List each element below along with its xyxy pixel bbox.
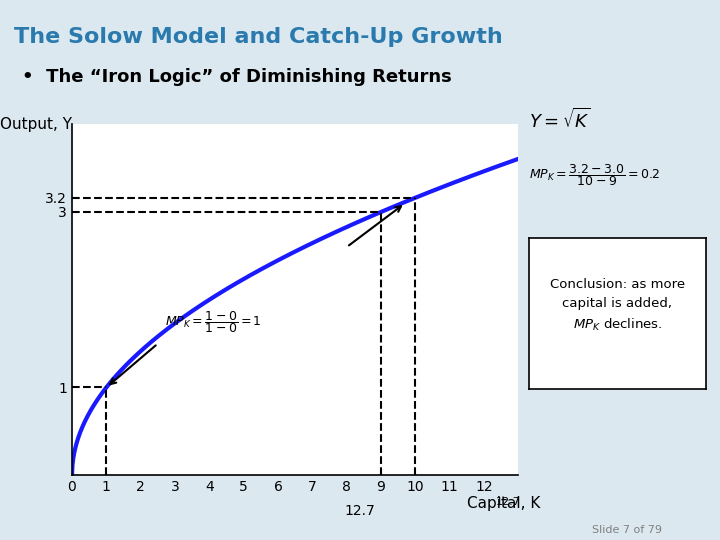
Text: The Solow Model and Catch-Up Growth: The Solow Model and Catch-Up Growth [14,27,503,47]
X-axis label: Capital, K: Capital, K [467,496,541,511]
Y-axis label: Output, Y: Output, Y [0,117,72,132]
Text: •  The “Iron Logic” of Diminishing Returns: • The “Iron Logic” of Diminishing Return… [22,68,451,85]
Text: Slide 7 of 79: Slide 7 of 79 [593,524,662,535]
Text: $MP_K = \dfrac{1-0}{1-0}=1$: $MP_K = \dfrac{1-0}{1-0}=1$ [165,309,261,335]
Text: $MP_K = \dfrac{3.2-3.0}{10-9}=0.2$: $MP_K = \dfrac{3.2-3.0}{10-9}=0.2$ [529,162,660,188]
Text: 12.7: 12.7 [345,504,375,518]
Text: 12.7: 12.7 [495,497,521,507]
Text: $Y = \sqrt{K}$: $Y = \sqrt{K}$ [529,108,591,132]
Text: Conclusion: as more
capital is added,
$MP_K$ declines.: Conclusion: as more capital is added, $M… [550,278,685,333]
